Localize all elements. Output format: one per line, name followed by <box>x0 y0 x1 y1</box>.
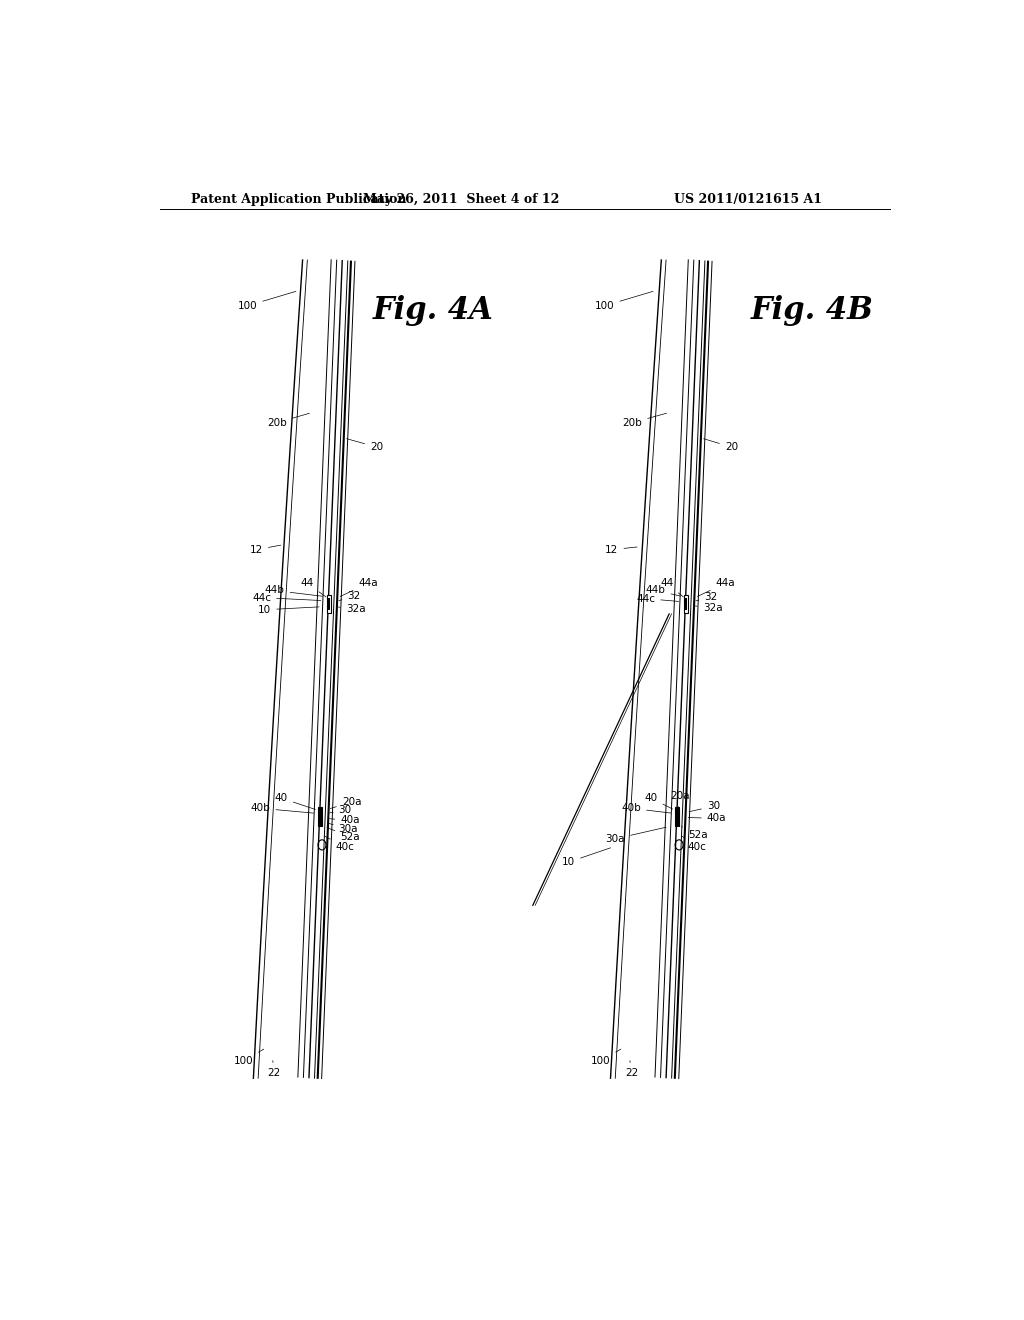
Bar <box>328 598 330 610</box>
Text: 100: 100 <box>233 1049 264 1067</box>
Text: 40: 40 <box>644 793 673 809</box>
Text: 44: 44 <box>301 578 326 597</box>
Text: 44b: 44b <box>265 586 323 597</box>
Text: 100: 100 <box>595 292 653 310</box>
Text: 100: 100 <box>591 1049 621 1067</box>
Text: 44b: 44b <box>646 586 680 595</box>
Text: 44: 44 <box>660 578 683 597</box>
Text: 30: 30 <box>689 801 720 812</box>
Text: 20b: 20b <box>267 413 309 428</box>
Text: 52a: 52a <box>682 826 708 840</box>
Text: 44a: 44a <box>697 578 735 597</box>
Text: May 26, 2011  Sheet 4 of 12: May 26, 2011 Sheet 4 of 12 <box>364 193 559 206</box>
Text: 32a: 32a <box>695 603 723 612</box>
Text: 10: 10 <box>258 605 319 615</box>
Text: 40a: 40a <box>330 816 359 825</box>
Text: 22: 22 <box>625 1061 638 1078</box>
Text: 20a: 20a <box>671 791 690 808</box>
Bar <box>675 808 679 825</box>
Text: 40b: 40b <box>622 804 671 813</box>
Text: 30a: 30a <box>328 824 358 834</box>
Text: 10: 10 <box>562 847 610 867</box>
Text: 40: 40 <box>274 793 315 809</box>
Text: 20b: 20b <box>623 413 667 428</box>
Bar <box>684 594 688 612</box>
Bar <box>685 598 687 610</box>
Text: 32: 32 <box>339 590 360 601</box>
Text: 40c: 40c <box>325 836 354 851</box>
Text: Fig. 4A: Fig. 4A <box>373 296 494 326</box>
Text: 100: 100 <box>238 292 296 310</box>
Text: 20: 20 <box>346 438 383 451</box>
Text: 52a: 52a <box>327 828 359 842</box>
Text: 12: 12 <box>605 545 637 554</box>
Bar <box>327 594 331 612</box>
Text: 40c: 40c <box>682 837 707 851</box>
Text: 44c: 44c <box>636 594 679 603</box>
Bar <box>318 808 322 825</box>
Text: 32a: 32a <box>338 603 366 614</box>
Text: 20a: 20a <box>330 797 361 809</box>
Text: Patent Application Publication: Patent Application Publication <box>191 193 407 206</box>
Text: 22: 22 <box>267 1061 281 1078</box>
Text: 40b: 40b <box>251 804 313 813</box>
Text: 30a: 30a <box>605 828 666 843</box>
Text: 32: 32 <box>696 591 718 602</box>
Text: 44c: 44c <box>252 593 321 603</box>
Text: 30: 30 <box>330 805 352 816</box>
Text: 40a: 40a <box>688 813 726 824</box>
Text: Fig. 4B: Fig. 4B <box>751 296 873 326</box>
Text: US 2011/0121615 A1: US 2011/0121615 A1 <box>675 193 822 206</box>
Text: 44a: 44a <box>340 578 378 597</box>
Text: 12: 12 <box>250 545 281 554</box>
Text: 20: 20 <box>703 438 738 451</box>
